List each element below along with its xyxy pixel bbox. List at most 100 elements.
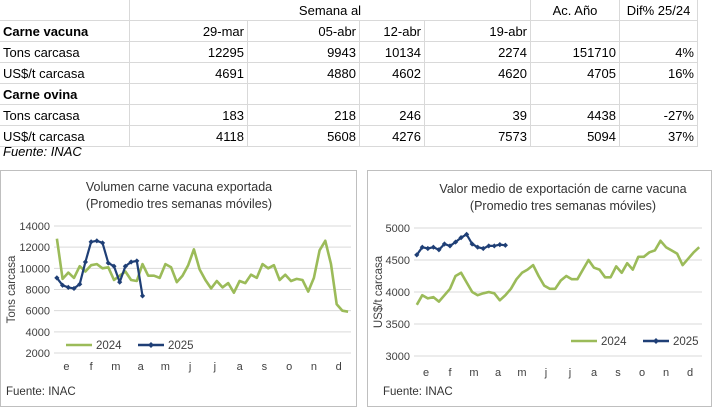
chart-source: Fuente: INAC (6, 386, 76, 398)
x-tick-label: a (495, 367, 502, 379)
x-tick-label: f (90, 361, 94, 373)
data-point-2025 (134, 258, 140, 264)
legend-marker-2025 (148, 342, 154, 348)
legend-label-2024: 2024 (96, 340, 122, 352)
data-point-2025 (54, 275, 60, 281)
value-cell: 4276 (359, 125, 425, 147)
section-row: Carne vacuna 29-mar 05-abr 12-abr 19-abr (0, 20, 698, 42)
value-chart: Valor medio de exportación de carne vacu… (373, 182, 702, 398)
table-row: US$/t carcasa 4118 5608 4276 7573 5094 37% (0, 125, 698, 147)
value-cell: 39 (424, 104, 531, 126)
ac-cell: 4438 (530, 104, 620, 126)
dif-cell: 37% (619, 125, 698, 147)
x-tick-label: m (111, 361, 120, 373)
ac-header: Ac. Año (530, 0, 620, 21)
ac-cell: 5094 (530, 125, 620, 147)
x-tick-label: m (469, 367, 478, 379)
x-tick-label: j (544, 367, 547, 379)
y-tick-label: 4000 (26, 327, 50, 339)
table-row: Tons carcasa 183 218 246 39 4438 -27% (0, 104, 698, 126)
data-point-2025 (491, 243, 497, 249)
x-tick-label: j (188, 361, 191, 373)
value-cell: 9943 (247, 41, 360, 63)
chart-title: Valor medio de exportación de carne vacu… (439, 182, 686, 196)
legend-marker-2025 (653, 338, 659, 344)
value-cell: 246 (359, 104, 425, 126)
y-axis-label: US$/t carcasa (373, 255, 385, 328)
x-tick-label: d (687, 367, 693, 379)
x-tick-label: e (423, 367, 429, 379)
data-point-2025 (447, 243, 453, 249)
value-cell: 7573 (424, 125, 531, 147)
ac-cell: 4705 (530, 62, 620, 84)
data-point-2025 (502, 242, 508, 248)
x-tick-label: s (262, 361, 268, 373)
legend-label-2025: 2025 (168, 340, 194, 352)
blank-cell (619, 20, 698, 42)
table-source: Fuente: INAC (3, 144, 82, 159)
header-row: Semana al Ac. Año Dif% 25/24 (0, 0, 698, 21)
y-axis-label: Tons carcasa (6, 255, 18, 323)
x-tick-label: s (615, 367, 621, 379)
blank-cell (530, 83, 620, 105)
date-cell: 05-abr (247, 20, 360, 42)
date-cell: 19-abr (424, 20, 531, 42)
legend-label-2024: 2024 (601, 336, 627, 348)
data-point-2025 (94, 238, 100, 244)
data-point-2025 (425, 245, 431, 252)
x-tick-label: a (591, 367, 598, 379)
blank-cell (619, 83, 698, 105)
y-tick-label: 3000 (386, 351, 410, 363)
date-cell: 12-abr (359, 20, 425, 42)
chart-subtitle: (Promedio tres semanas móviles) (470, 199, 656, 213)
volume-chart: Volumen carne vacuna exportada (Promedio … (6, 180, 351, 398)
value-cell: 4118 (129, 125, 248, 147)
section-title: Carne ovina (0, 83, 130, 105)
x-tick-label: j (568, 367, 571, 379)
x-tick-label: e (63, 361, 69, 373)
x-tick-label: n (311, 361, 317, 373)
dif-cell: 4% (619, 41, 698, 63)
chart-subtitle: (Promedio tres semanas móviles) (86, 197, 272, 211)
row-label: US$/t carcasa (0, 62, 130, 84)
table-row: US$/t carcasa 4691 4880 4602 4620 4705 16% (0, 62, 698, 84)
y-tick-label: 4500 (386, 255, 410, 267)
value-chart-panel: Valor medio de exportación de carne vacu… (367, 170, 712, 407)
x-tick-label: a (237, 361, 244, 373)
dif-header: Dif% 25/24 (619, 0, 698, 21)
y-tick-label: 8000 (26, 285, 50, 297)
y-tick-label: 4000 (386, 287, 410, 299)
chart-source: Fuente: INAC (383, 386, 453, 398)
data-point-2025 (128, 259, 134, 265)
y-tick-label: 2000 (26, 348, 50, 360)
row-label: Tons carcasa (0, 41, 130, 63)
x-tick-label: n (663, 367, 669, 379)
dif-cell: -27% (619, 104, 698, 126)
header-blank (0, 0, 130, 21)
x-tick-label: j (213, 361, 216, 373)
data-point-2025 (436, 247, 442, 253)
y-tick-label: 12000 (19, 242, 50, 254)
value-cell: 4880 (247, 62, 360, 84)
x-tick-label: o (639, 367, 645, 379)
x-tick-label: o (286, 361, 292, 373)
blank-cell (530, 20, 620, 42)
y-tick-label: 10000 (19, 263, 50, 275)
series-line-2024 (55, 238, 349, 313)
date-cell (424, 83, 531, 105)
table-row: Tons carcasa 12295 9943 10134 2274 151710 4% (0, 41, 698, 63)
data-point-2025 (480, 245, 486, 252)
series-line-2024 (415, 239, 701, 306)
data-point-2025 (458, 235, 464, 241)
data-point-2025 (486, 243, 492, 249)
volume-chart-panel: Volumen carne vacuna exportada (Promedio … (0, 170, 357, 407)
data-point-2025 (414, 252, 420, 258)
y-tick-label: 5000 (386, 223, 410, 235)
x-tick-label: m (517, 367, 526, 379)
row-label: Tons carcasa (0, 104, 130, 126)
value-cell: 183 (129, 104, 248, 126)
value-cell: 218 (247, 104, 360, 126)
x-tick-label: d (336, 361, 342, 373)
row-label: US$/t carcasa (0, 125, 130, 147)
dif-cell: 16% (619, 62, 698, 84)
